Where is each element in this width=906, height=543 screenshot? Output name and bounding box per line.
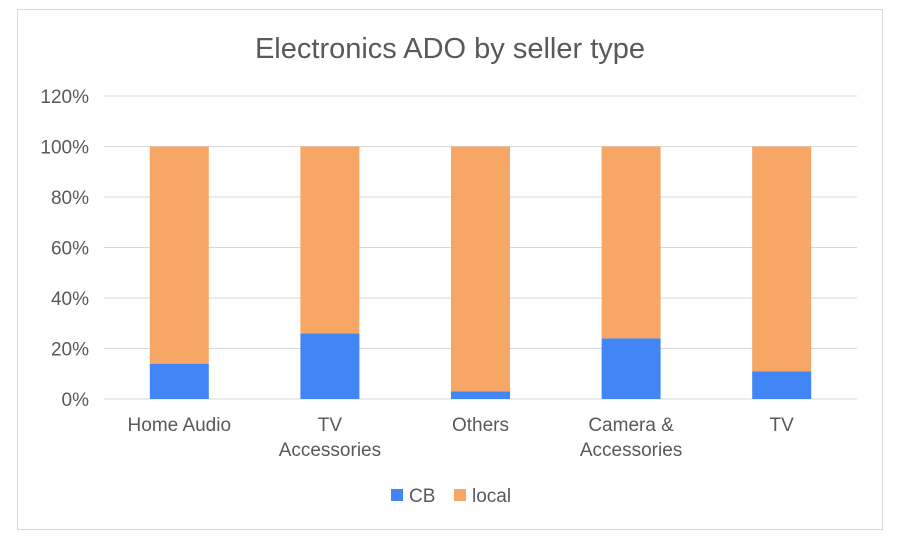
y-tick-label: 0% <box>62 390 90 411</box>
x-category-label: Others <box>452 415 509 436</box>
legend-swatch-local <box>454 489 466 501</box>
x-category-label: Accessories <box>279 440 381 461</box>
x-axis-categories: Home Audio TV Accessories Others Camera & Acc… <box>128 415 795 461</box>
y-tick-label: 120% <box>40 87 89 108</box>
y-axis-ticks: 0% 20% 40% 60% 80% 100% 120% <box>40 87 89 411</box>
chart-title: Electronics ADO by seller type <box>255 33 645 65</box>
legend-label-cb: CB <box>409 486 435 507</box>
x-category-label: Home Audio <box>128 415 232 436</box>
y-tick-label: 40% <box>51 289 89 310</box>
x-category-label: TV <box>318 415 343 436</box>
y-tick-label: 20% <box>51 340 89 361</box>
bar-local-2 <box>451 146 510 392</box>
bar-local-1 <box>300 146 360 334</box>
legend: CB local <box>391 486 511 507</box>
bar-cb-4 <box>752 371 812 399</box>
bar-cb-1 <box>300 333 360 399</box>
bars <box>149 146 812 399</box>
y-tick-label: 60% <box>51 239 89 260</box>
x-category-label: Accessories <box>580 440 682 461</box>
bar-cb-0 <box>149 363 209 399</box>
legend-label-local: local <box>472 486 511 507</box>
y-tick-label: 80% <box>51 188 89 209</box>
bar-local-4 <box>752 146 812 372</box>
bar-cb-2 <box>451 391 510 399</box>
bar-local-3 <box>601 146 661 339</box>
x-category-label: TV <box>770 415 795 436</box>
x-category-label: Camera & <box>588 415 674 436</box>
legend-swatch-cb <box>391 489 403 501</box>
bar-local-0 <box>149 146 209 364</box>
y-tick-label: 100% <box>40 138 89 159</box>
bar-cb-3 <box>601 338 661 399</box>
